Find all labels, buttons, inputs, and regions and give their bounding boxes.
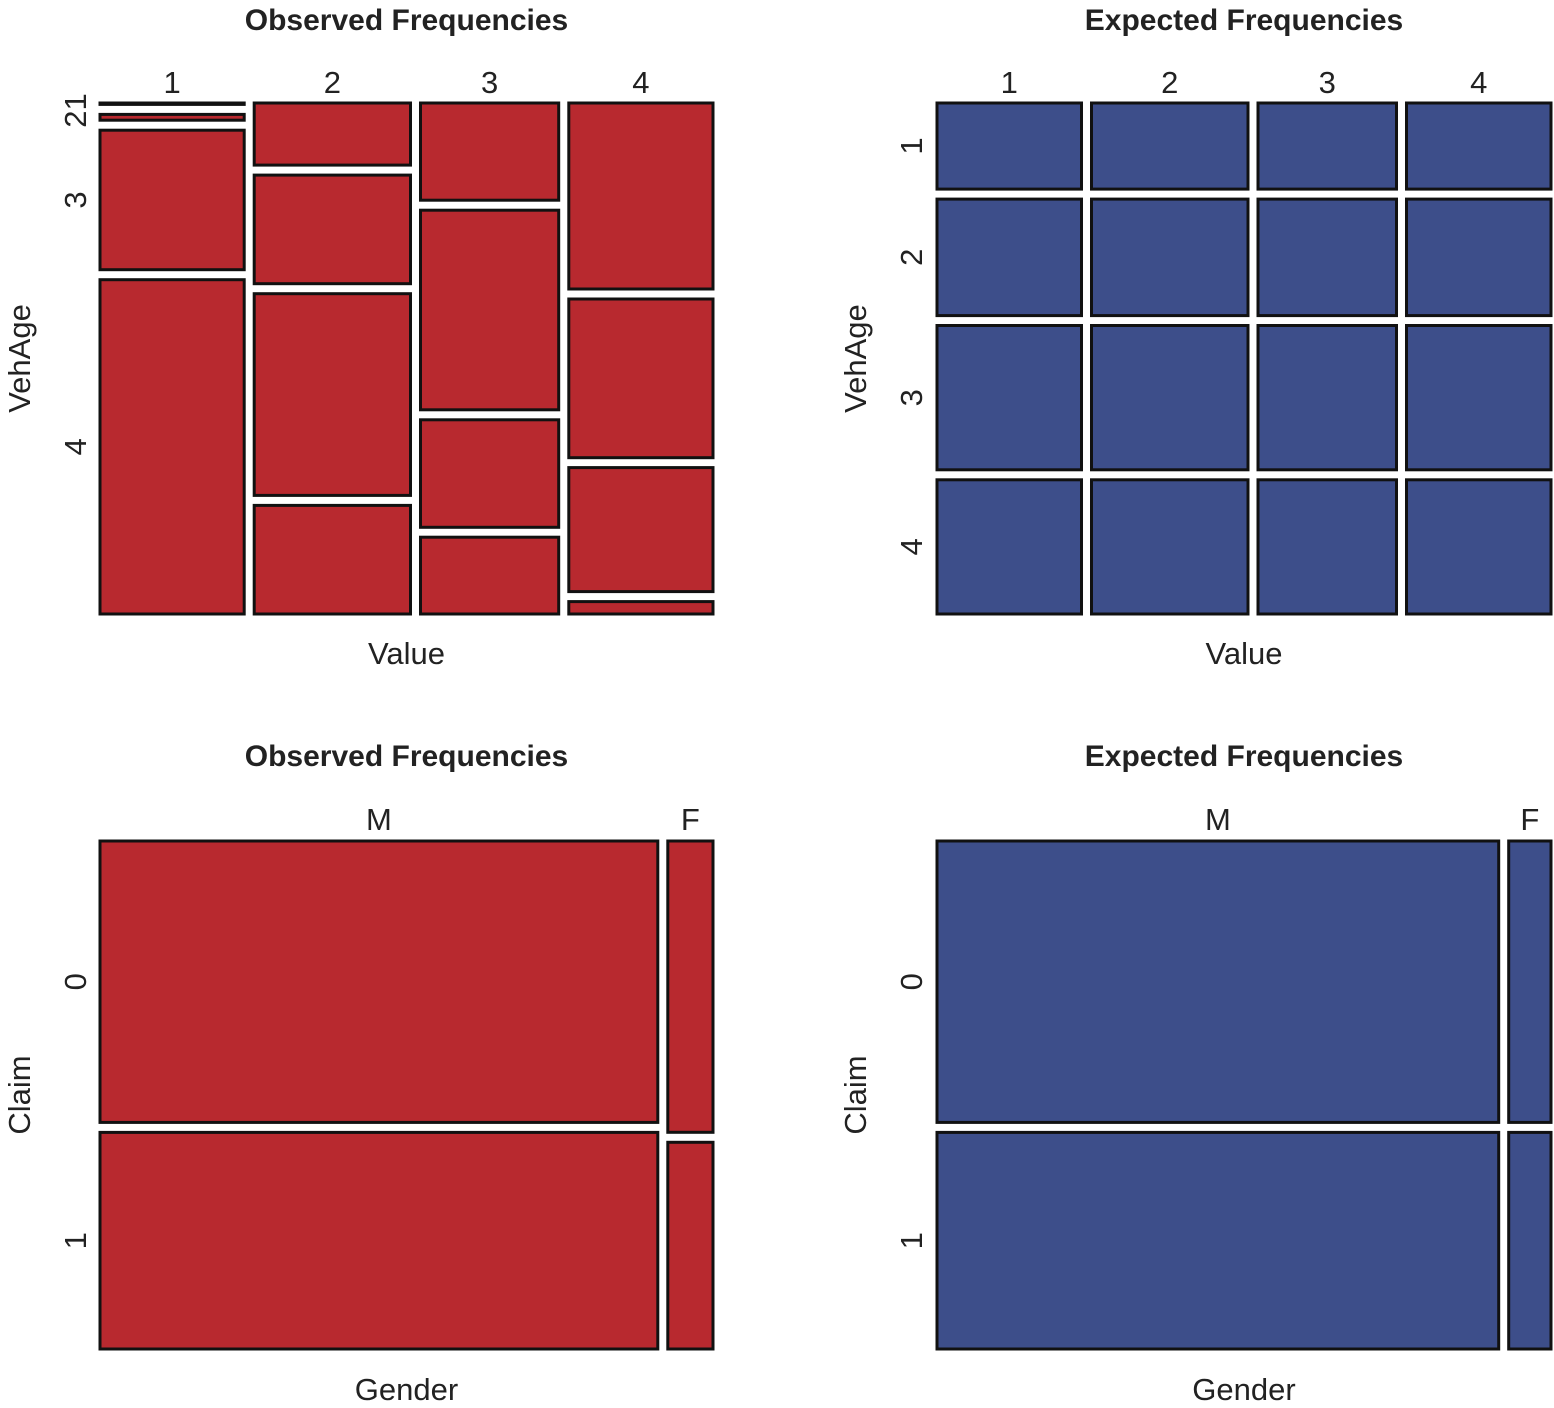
mosaic-tile-1-4 — [935, 478, 1083, 616]
y-axis-label: Claim — [2, 1055, 37, 1134]
mosaic-tile-1-1 — [935, 101, 1083, 191]
y-tick-label: 1 — [894, 137, 929, 154]
mosaic-tile-1-2 — [935, 197, 1083, 318]
x-tick-label: 1 — [163, 65, 180, 100]
mosaic-tile-2-2 — [1090, 197, 1250, 318]
x-tick-label: 4 — [1470, 65, 1487, 100]
mosaic-tile-3-2 — [1256, 197, 1398, 318]
x-axis-label: Gender — [355, 1372, 458, 1407]
x-tick-label: F — [681, 802, 700, 837]
mosaic-tile-3-1 — [419, 101, 561, 202]
mosaic-tile-4-2 — [567, 297, 715, 460]
mosaic-tile-4-1 — [1405, 101, 1553, 191]
y-tick-label: 2 — [894, 249, 929, 266]
mosaic-tile-3-3 — [419, 418, 561, 529]
y-tick-label: 3 — [894, 389, 929, 406]
y-tick-label: 1 — [58, 1232, 93, 1249]
mosaic-tile-1-2 — [98, 112, 246, 122]
x-tick-label: F — [1520, 802, 1539, 837]
x-tick-label: M — [366, 802, 392, 837]
mosaic-panel-4: Expected Frequencies M F 0 1 Gender Claim — [838, 740, 1553, 1407]
x-axis-label: Gender — [1192, 1372, 1295, 1407]
mosaic-tile-F-1 — [666, 1140, 715, 1351]
chart-title: Observed Frequencies — [245, 740, 568, 773]
mosaic-tile-2-1 — [252, 101, 412, 167]
mosaic-panel-1: Observed Frequencies 1 2 3 4 21 3 4 Value VehAge — [2, 4, 715, 671]
mosaic-tile-1-1 — [98, 101, 246, 106]
mosaic-panel-2: Expected Frequencies 1 2 3 4 1 2 3 4 Value VehAge — [838, 4, 1553, 671]
chart-title: Expected Frequencies — [1085, 4, 1403, 37]
mosaic-tile-4-4 — [567, 600, 715, 616]
mosaic-tile-2-3 — [1090, 324, 1250, 472]
y-tick-label: 0 — [894, 973, 929, 990]
mosaic-tile-4-3 — [1405, 324, 1553, 472]
x-axis-label: Value — [1206, 636, 1283, 671]
mosaic-tile-F-1 — [1507, 1130, 1553, 1351]
mosaic-tile-F-0 — [666, 839, 715, 1134]
mosaic-tile-M-1 — [98, 1130, 660, 1351]
mosaic-tile-3-4 — [1256, 478, 1398, 616]
mosaic-tile-M-0 — [935, 839, 1501, 1124]
y-tick-label: 0 — [58, 973, 93, 990]
y-axis-label: VehAge — [838, 304, 873, 413]
mosaic-tile-3-3 — [1256, 324, 1398, 472]
mosaic-tile-2-4 — [252, 503, 412, 616]
mosaic-tile-2-4 — [1090, 478, 1250, 616]
y-tick-label: 4 — [894, 538, 929, 555]
y-axis-label: Claim — [838, 1055, 873, 1134]
y-tick-label: 1 — [894, 1232, 929, 1249]
x-tick-label: 3 — [1319, 65, 1336, 100]
mosaic-tile-3-4 — [419, 535, 561, 616]
mosaic-tile-4-3 — [567, 466, 715, 594]
x-tick-label: M — [1205, 802, 1231, 837]
mosaic-tile-2-2 — [252, 173, 412, 286]
mosaic-tile-2-1 — [1090, 101, 1250, 191]
x-tick-label: 2 — [324, 65, 341, 100]
x-tick-label: 1 — [1001, 65, 1018, 100]
mosaic-tile-3-1 — [1256, 101, 1398, 191]
mosaic-tile-M-1 — [935, 1130, 1501, 1351]
chart-title: Expected Frequencies — [1085, 740, 1403, 773]
mosaic-tile-4-4 — [1405, 478, 1553, 616]
mosaic-tile-M-0 — [98, 839, 660, 1124]
y-tick-label: 3 — [58, 191, 93, 208]
mosaic-tile-4-1 — [567, 101, 715, 291]
chart-title: Observed Frequencies — [245, 4, 568, 37]
x-tick-label: 3 — [481, 65, 498, 100]
mosaic-tile-1-3 — [98, 128, 246, 272]
mosaic-tile-1-4 — [98, 278, 246, 616]
y-tick-label: 21 — [58, 93, 93, 127]
mosaic-panel-3: Observed Frequencies M F 0 1 Gender Claim — [2, 740, 715, 1407]
mosaic-tile-1-3 — [935, 324, 1083, 472]
x-axis-label: Value — [368, 636, 445, 671]
mosaic-tile-2-3 — [252, 292, 412, 497]
mosaic-tile-3-2 — [419, 208, 561, 412]
x-tick-label: 2 — [1161, 65, 1178, 100]
mosaic-tile-4-2 — [1405, 197, 1553, 318]
y-tick-label: 4 — [58, 438, 93, 455]
mosaic-tile-F-0 — [1507, 839, 1553, 1124]
y-axis-label: VehAge — [2, 304, 37, 413]
x-tick-label: 4 — [632, 65, 649, 100]
